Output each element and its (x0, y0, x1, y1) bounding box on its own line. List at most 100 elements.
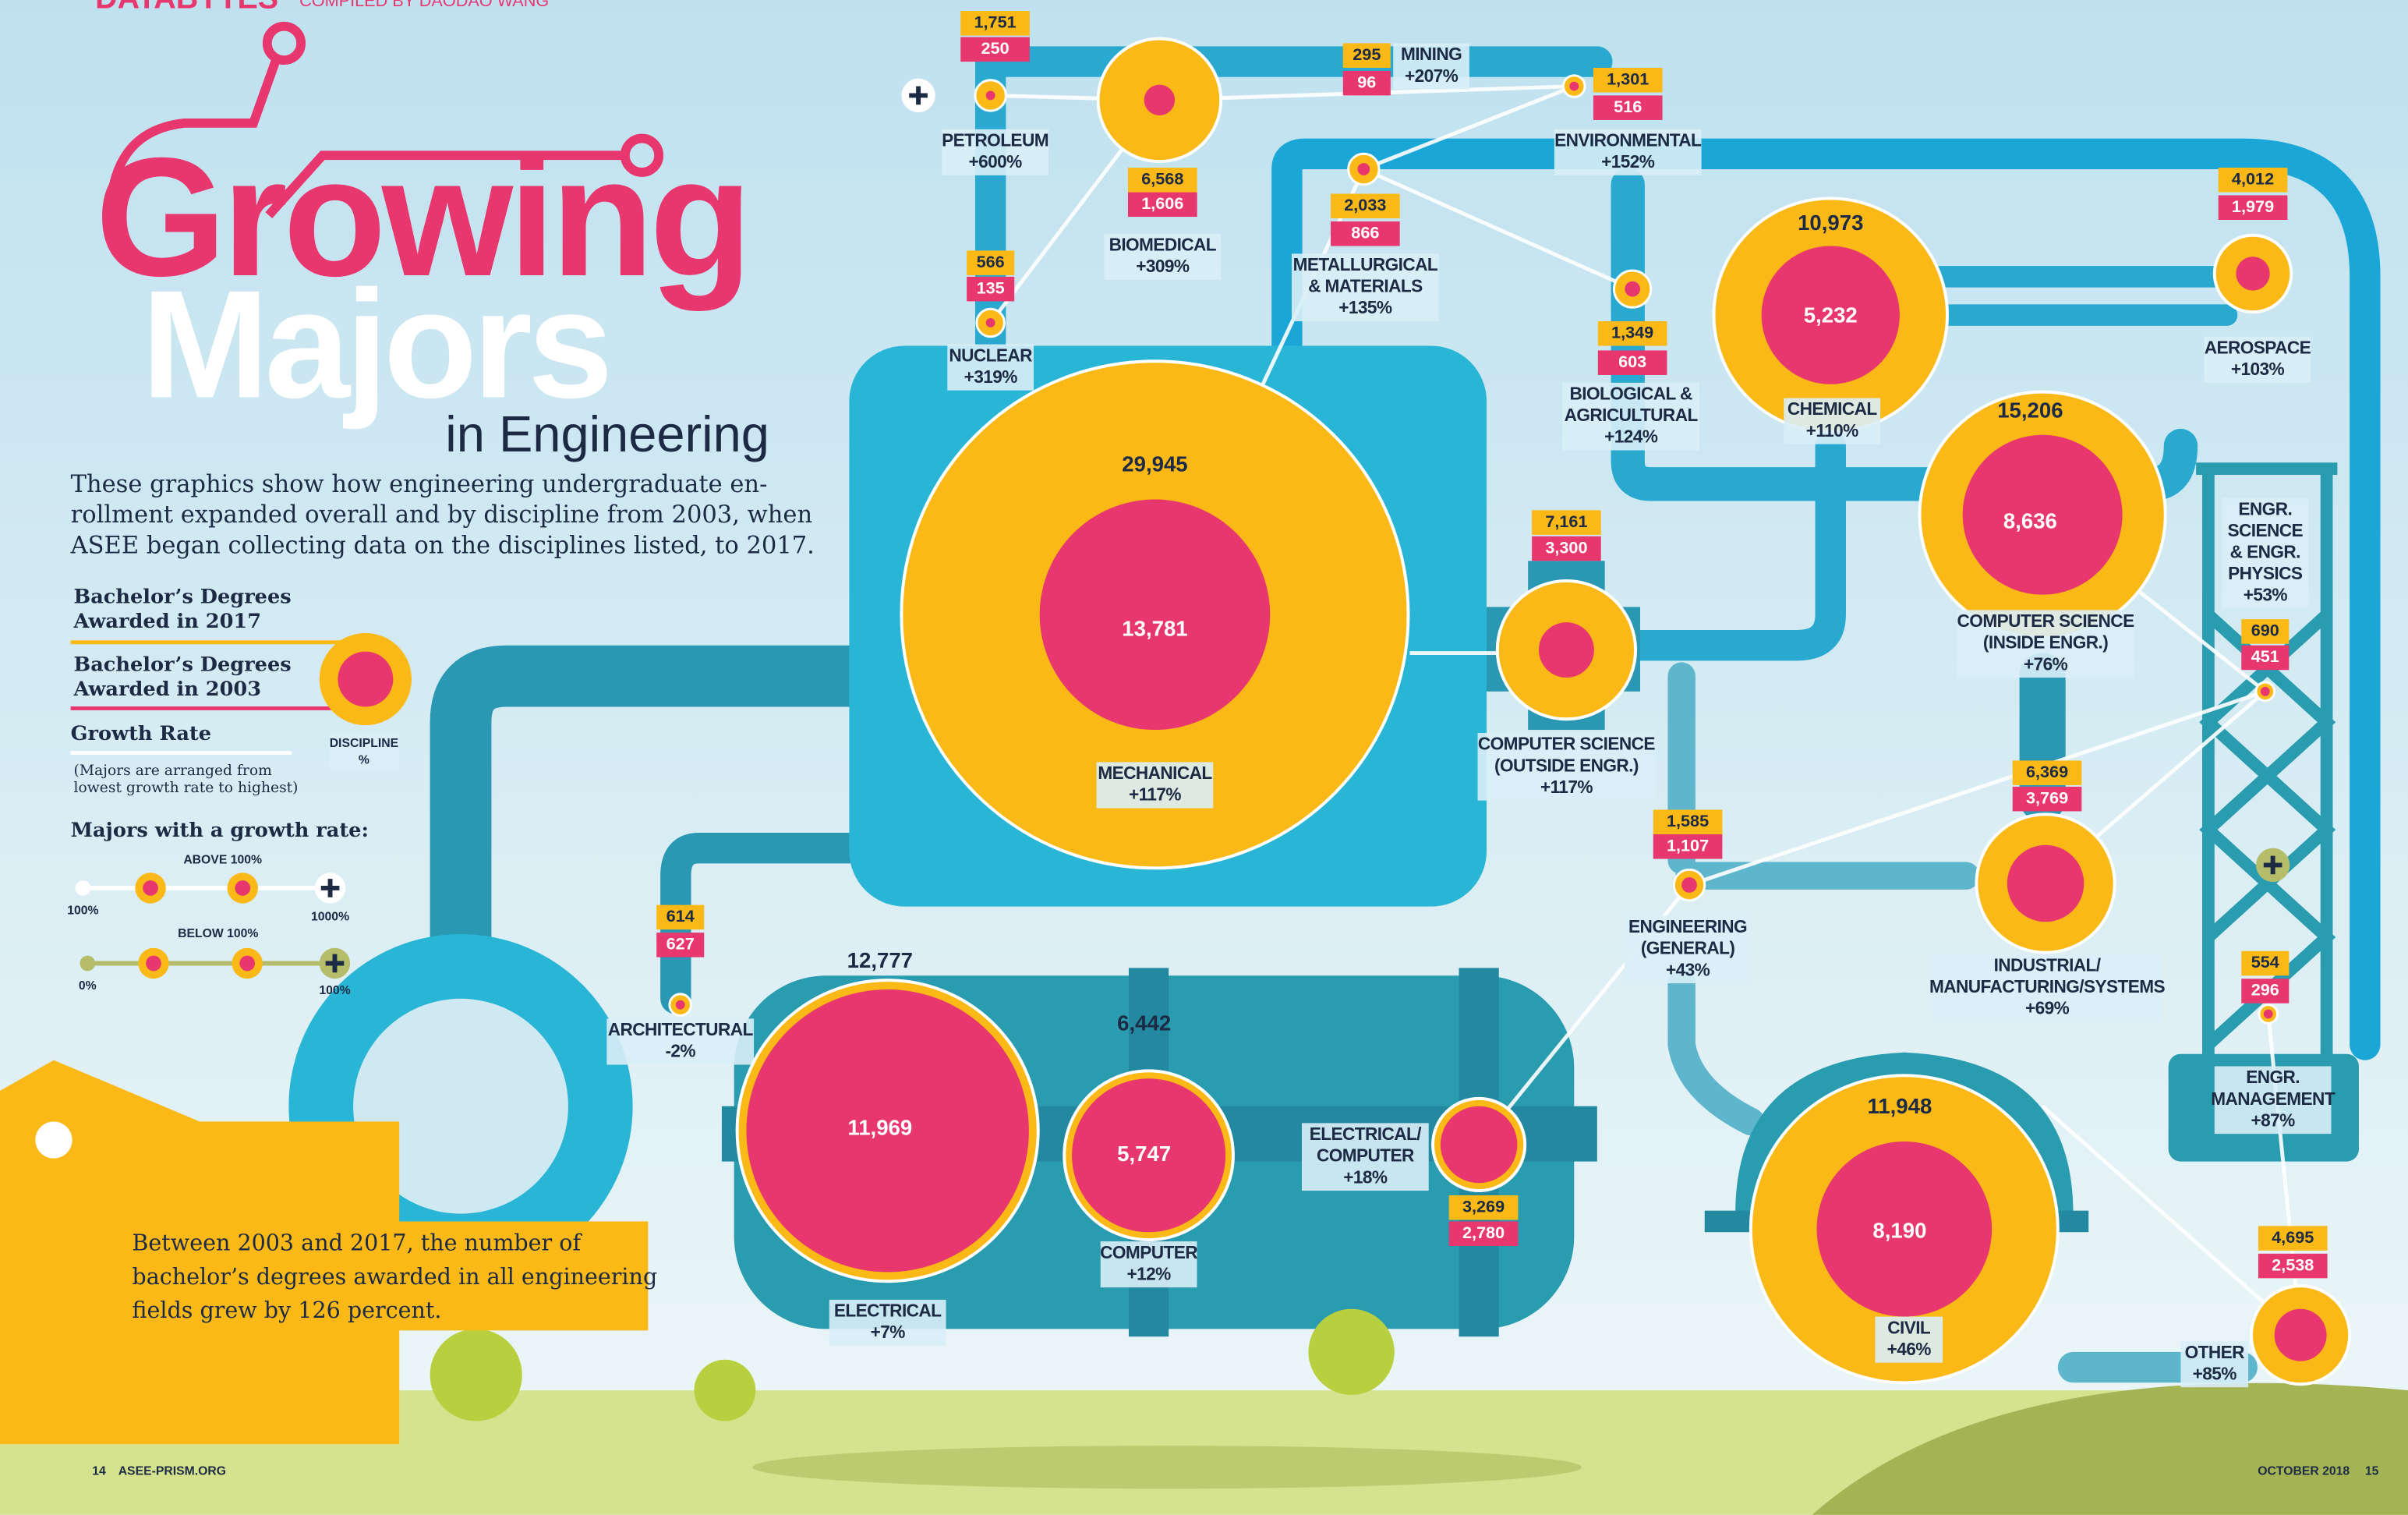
major-name: (GENERAL) (1641, 938, 1735, 958)
value-2017: 7,161 (1545, 511, 1587, 531)
circle-2003 (986, 318, 995, 327)
value-2003: 135 (977, 278, 1005, 297)
scale-dot (239, 956, 255, 972)
major-name: MANUFACTURING/SYSTEMS (1929, 976, 2166, 996)
circle-2003 (1040, 500, 1271, 731)
legend-note: lowest growth rate to highest) (74, 780, 299, 796)
legend-below: BELOW 100% (178, 927, 258, 940)
major-name: (INSIDE ENGR.) (1983, 632, 2108, 653)
circle-2003 (1144, 85, 1175, 115)
intro-text: These graphics show how engineering unde… (71, 471, 768, 498)
circle-2003 (2261, 687, 2270, 696)
growth-rate: +600% (968, 151, 1022, 172)
intro-text: rollment expanded overall and by discipl… (71, 501, 813, 529)
major-name: COMPUTER SCIENCE (1957, 611, 2135, 631)
major-name: (OUTSIDE ENGR.) (1494, 755, 1639, 775)
circle-2003 (2275, 1309, 2327, 1361)
major-name: METALLURGICAL (1293, 254, 1438, 274)
circle-2003 (1625, 281, 1640, 297)
value-2017: 1,349 (1611, 322, 1653, 342)
clock (35, 1121, 72, 1158)
circle-2003 (2264, 1010, 2273, 1019)
value-2017: 295 (1353, 44, 1381, 64)
value-2017: 3,269 (1462, 1196, 1505, 1216)
value-2003: 3,769 (2026, 788, 2068, 807)
growth-rate: +46% (1887, 1339, 1932, 1359)
growth-rate: +207% (1405, 65, 1459, 86)
circle-2003 (1569, 82, 1579, 91)
value-2017: 554 (2251, 952, 2279, 972)
value-2017: 1,301 (1607, 69, 1649, 88)
major-name: ENGR. (2246, 1067, 2300, 1087)
legend-label: Awarded in 2003 (73, 678, 262, 701)
value-2017: 29,945 (1122, 451, 1187, 476)
major-name: ARCHITECTURAL (608, 1019, 754, 1039)
major-name: BIOMEDICAL (1109, 234, 1217, 254)
legend-heading: Majors with a growth rate: (71, 819, 369, 842)
major-name: ENGR. (2238, 498, 2292, 519)
legend-scale-label: 100% (67, 904, 98, 918)
value-2003: 3,300 (1545, 537, 1587, 557)
value-2017: 566 (977, 252, 1005, 271)
value-2003: 627 (667, 934, 695, 954)
callout-text: Between 2003 and 2017, the number of (132, 1229, 582, 1255)
scale-dot (235, 880, 250, 896)
value-2017: 1,751 (974, 12, 1016, 32)
growth-rate: +85% (2193, 1363, 2237, 1383)
growth-rate: +53% (2244, 585, 2288, 605)
major-name: CIVIL (1887, 1317, 1931, 1337)
legend-label: Bachelor’s Degrees (74, 653, 292, 676)
growth-rate: +152% (1601, 151, 1655, 172)
major-name: COMPUTER (1317, 1145, 1414, 1166)
major-name: INDUSTRIAL/ (1994, 954, 2102, 975)
legend-discipline: DISCIPLINE (330, 737, 398, 750)
growth-rate: +124% (1604, 427, 1658, 447)
major-name: AEROSPACE (2205, 337, 2311, 357)
value-2017: 15,206 (1997, 398, 2063, 423)
path (752, 1446, 1582, 1488)
tree (430, 1329, 522, 1421)
growth-rate: +117% (1540, 777, 1593, 797)
value-2003: 8,636 (2003, 508, 2057, 533)
growth-rate: +110% (1806, 420, 1858, 441)
tree (1308, 1309, 1394, 1395)
major-name: NUCLEAR (949, 345, 1032, 365)
subtitle: in Engineering (445, 405, 769, 462)
value-2017: 4,012 (2232, 168, 2274, 188)
value-2003: 11,969 (847, 1116, 912, 1140)
growth-rate: +103% (2231, 359, 2285, 379)
circle-2003 (1681, 877, 1697, 893)
major-name: MANAGEMENT (2211, 1088, 2336, 1109)
major-name: ENGINEERING (1628, 916, 1747, 936)
legend-percent: % (359, 754, 370, 767)
value-2003: 96 (1357, 72, 1376, 91)
value-2003: 5,232 (1804, 303, 1858, 327)
circle-2003 (1539, 622, 1594, 678)
major-name: PETROLEUM (942, 130, 1048, 150)
scale-dot (143, 880, 158, 896)
value-2017: 6,568 (1141, 168, 1183, 188)
value-2003: 516 (1614, 97, 1642, 116)
value-2003: 13,781 (1122, 616, 1187, 640)
growth-rate: +18% (1343, 1166, 1388, 1187)
value-2017: 690 (2251, 621, 2279, 640)
value-2003: 451 (2251, 646, 2279, 666)
major-name: AGRICULTURAL (1565, 405, 1699, 425)
value-2017: 4,695 (2272, 1227, 2314, 1247)
value-2003: 250 (981, 38, 1010, 58)
tree (694, 1360, 755, 1421)
value-2003: 1,107 (1667, 835, 1709, 855)
scale-dot (146, 956, 161, 972)
section-label: DATABYTES (95, 0, 278, 16)
growth-rate: +135% (1338, 297, 1392, 317)
legend-circle-2003 (338, 652, 393, 707)
major-name: CHEMICAL (1787, 398, 1878, 419)
value-2003: 296 (2251, 980, 2279, 1000)
growth-rate: +117% (1129, 784, 1181, 805)
growth-rate: +309% (1136, 256, 1190, 276)
site: ASEE-PRISM.ORG (118, 1465, 226, 1478)
value-2017: 614 (667, 906, 695, 926)
major-name: COMPUTER (1100, 1242, 1197, 1262)
legend-scale-label: 100% (319, 984, 350, 997)
circle-2003 (986, 91, 995, 101)
